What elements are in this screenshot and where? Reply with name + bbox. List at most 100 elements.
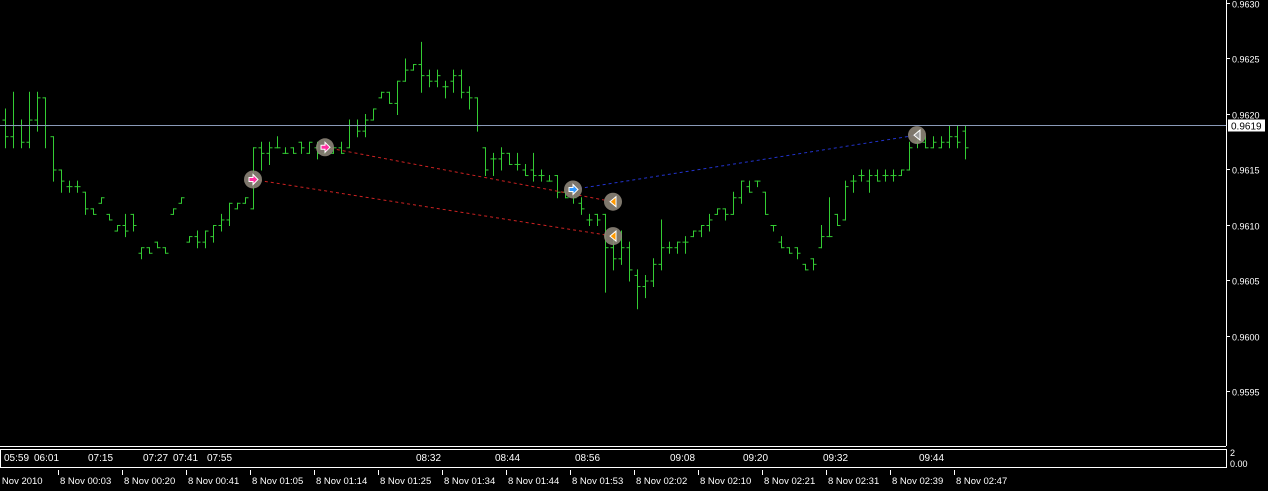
sell-close-arrow-icon[interactable] xyxy=(604,227,622,246)
sell-close-arrow-icon[interactable] xyxy=(604,192,622,211)
ohlc-bar xyxy=(482,147,489,177)
ohlc-bar xyxy=(578,197,585,215)
ohlc-bar xyxy=(434,69,441,88)
ohlc-bar xyxy=(842,180,849,221)
ohlc-bar xyxy=(466,86,473,110)
ohlc-bar xyxy=(290,147,297,154)
ohlc-bar xyxy=(194,230,201,249)
subwindow-time-label: 08:56 xyxy=(575,453,600,464)
ohlc-bar xyxy=(866,169,873,193)
ohlc-bar xyxy=(370,108,377,121)
ohlc-bar xyxy=(730,191,737,215)
ohlc-bar xyxy=(210,225,217,243)
subwindow-time-label: 07:55 xyxy=(207,453,232,464)
ohlc-bar xyxy=(426,69,433,88)
price-tick-label: 0.9600 xyxy=(1232,333,1260,343)
ohlc-bar xyxy=(874,169,881,182)
subwindow-axis-zero: 0.00 xyxy=(1230,459,1248,469)
ohlc-bar xyxy=(218,213,225,232)
ohlc-bar xyxy=(586,213,593,226)
subwindow-time-label: 09:08 xyxy=(670,453,695,464)
ohlc-bar xyxy=(602,213,609,293)
subwindow-time-label: 08:44 xyxy=(495,453,520,464)
current-price-text: 0.9619 xyxy=(1231,122,1262,133)
buy-close-arrow-icon[interactable] xyxy=(908,126,926,145)
ohlc-bar xyxy=(154,241,161,249)
time-tick-label: 8 Nov 02:39 xyxy=(892,476,943,487)
ohlc-bar xyxy=(226,202,233,226)
ohlc-bar xyxy=(770,225,777,232)
price-tick-label: 0.9625 xyxy=(1232,55,1260,65)
ohlc-bar xyxy=(954,125,961,149)
time-tick-label: 8 Nov 02:02 xyxy=(636,476,687,487)
ohlc-bar xyxy=(90,208,97,215)
ohlc-bar xyxy=(906,141,913,171)
price-axis: 0.9630 0.9625 0.9620 0.9615 0.9610 0.9605 0.96… xyxy=(1226,0,1260,398)
time-tick-label: 8 Nov 02:21 xyxy=(764,476,815,487)
time-tick-label: 8 Nov 00:41 xyxy=(188,476,239,487)
subwindow-time-label: 06:01 xyxy=(34,453,59,464)
ohlc-bar xyxy=(418,41,425,93)
ohlc-bar xyxy=(130,213,137,232)
ohlc-bar xyxy=(410,64,417,71)
ohlc-bar xyxy=(58,169,65,193)
indicator-subwindow[interactable] xyxy=(0,449,1227,468)
ohlc-bar xyxy=(642,274,649,299)
ohlc-bar xyxy=(626,241,633,282)
time-tick-label: 8 Nov 02:47 xyxy=(956,476,1007,487)
ohlc-bar xyxy=(706,213,713,232)
sell-open-arrow-icon[interactable] xyxy=(316,138,334,157)
ohlc-bar xyxy=(114,225,121,232)
subwindow-time-label: 07:27 xyxy=(143,453,168,464)
ohlc-bar xyxy=(266,141,273,165)
time-tick-label: 8 Nov 01:25 xyxy=(380,476,431,487)
time-tick-label: 8 Nov 00:20 xyxy=(124,476,175,487)
ohlc-bar xyxy=(82,191,89,215)
time-tick-label: 8 Nov 01:05 xyxy=(252,476,303,487)
ohlc-bar xyxy=(2,108,9,149)
ohlc-bar xyxy=(306,141,313,154)
ohlc-bar xyxy=(258,141,265,171)
price-tick-label: 0.9605 xyxy=(1232,277,1260,287)
ohlc-bar xyxy=(946,125,953,149)
time-axis: 5 Nov 2010 8 Nov 00:03 8 Nov 00:20 8 Nov 00… xyxy=(0,470,1007,487)
buy-trade-line xyxy=(572,134,918,190)
ohlc-bar xyxy=(26,91,33,149)
ohlc-bar xyxy=(818,225,825,249)
ohlc-bar xyxy=(442,80,449,99)
ohlc-bar xyxy=(794,247,801,260)
sell-open-arrow-icon[interactable] xyxy=(244,170,262,189)
ohlc-bar xyxy=(850,175,857,193)
ohlc-bar xyxy=(386,91,393,104)
buy-open-arrow-icon[interactable] xyxy=(564,180,582,199)
ohlc-bar xyxy=(530,152,537,182)
ohlc-bar xyxy=(802,263,809,271)
ohlc-bar xyxy=(522,163,529,177)
time-tick-label: 8 Nov 02:10 xyxy=(700,476,751,487)
time-tick-label: 8 Nov 01:34 xyxy=(444,476,495,487)
ohlc-bar xyxy=(402,58,409,82)
subwindow-time-label: 09:32 xyxy=(823,453,848,464)
time-tick-label: 8 Nov 01:53 xyxy=(572,476,623,487)
ohlc-bar xyxy=(938,136,945,149)
ohlc-bar xyxy=(186,236,193,243)
price-tick-label: 0.9615 xyxy=(1232,166,1260,176)
ohlc-bar xyxy=(762,191,769,215)
price-tick-label: 0.9620 xyxy=(1232,111,1260,121)
ohlc-bar xyxy=(594,213,601,226)
ohlc-bar xyxy=(274,136,281,149)
current-price-label: 0.9619 xyxy=(1228,119,1265,133)
ohlc-bar xyxy=(922,136,929,149)
ohlc-bar xyxy=(538,169,545,182)
ohlc-bar xyxy=(282,147,289,154)
ohlc-bar xyxy=(714,208,721,215)
ohlc-bar xyxy=(170,208,177,215)
ohlc-bar xyxy=(146,247,153,254)
subwindow-time-labels: 05:59 06:01 07:15 07:27 07:41 07:55 08:32 08:44… xyxy=(4,453,944,464)
ohlc-bar xyxy=(634,269,641,310)
ohlc-bar xyxy=(458,69,465,99)
ohlc-bar xyxy=(506,152,513,165)
subwindow-time-label: 09:44 xyxy=(919,453,944,464)
